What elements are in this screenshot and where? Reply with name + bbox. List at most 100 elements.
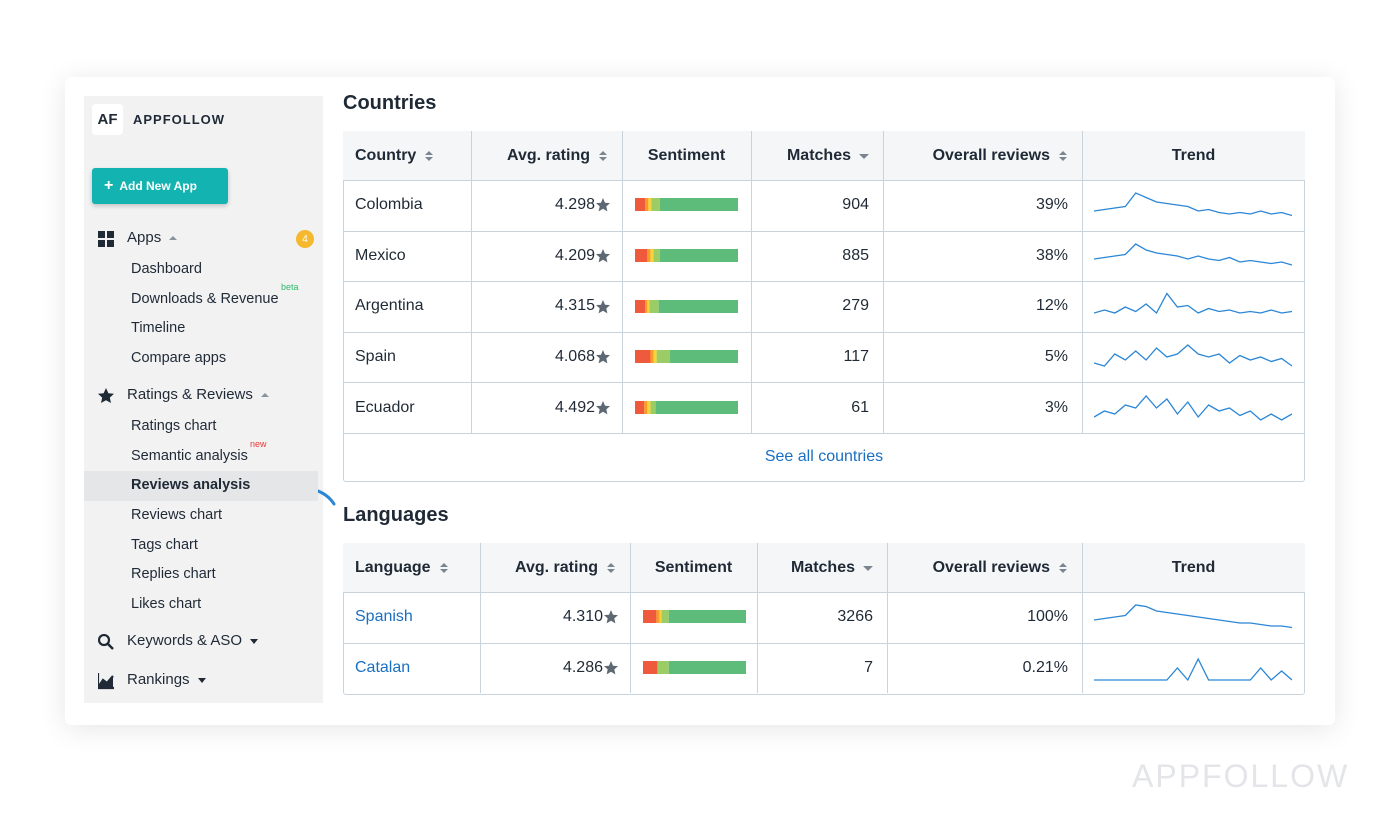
star [604,610,618,624]
star-icon [596,198,610,212]
cell-text: 3% [1044,398,1068,416]
sentiment-segment [644,400,648,414]
column-header[interactable]: Overall reviews [887,543,1082,592]
trend-line [1094,657,1292,682]
cell-text: Spain [355,348,396,366]
cell-text: 4.492 [554,398,595,416]
menu-item[interactable]: Reviews chart [131,507,223,523]
add-app-button[interactable]: + Add New App [92,168,228,204]
sentiment-segment [647,400,651,414]
sentiment-segment [659,610,662,624]
menu-item[interactable]: Downloads & Revenue [131,291,279,307]
cell-text[interactable]: Catalan [355,658,411,676]
cell-text[interactable]: Spanish [355,608,413,626]
star-icon [604,660,618,675]
icon-part [99,676,113,687]
section-label[interactable]: Apps [127,229,178,246]
cell-text: 61 [851,398,869,416]
trend-sparkline [1094,657,1292,682]
footer-link[interactable]: See all countries [764,447,884,465]
sentiment-bar [635,198,738,212]
sort-down [439,568,448,573]
cell-text: 4.298 [554,196,595,214]
trend-sparkline [1094,344,1292,367]
menu-item[interactable]: Dashboard [131,261,202,277]
table-header-bg [343,543,1305,592]
column-header[interactable]: Overall reviews [883,131,1082,180]
cell-text: 38% [1035,246,1068,264]
section-label[interactable]: Ratings & Reviews [127,386,269,403]
sentiment-segment [670,350,738,364]
menu-item[interactable]: Ratings chart [131,418,217,434]
sentiment-bar [635,248,738,262]
trend-sparkline [1094,243,1292,266]
sort-down [1059,568,1067,573]
menu-item[interactable]: Tags chart [131,537,198,553]
trend-sparkline [1094,604,1292,629]
trend-line [1094,243,1292,266]
column-header[interactable]: Matches [751,131,883,180]
column-divider [887,543,888,694]
section-label[interactable]: Keywords & ASO [127,632,259,649]
column-header[interactable]: Country [343,131,471,180]
section-icon [98,673,114,690]
watermark: APPFOLLOW [1132,758,1350,794]
column-header[interactable]: Language [343,543,480,592]
menu-item[interactable]: Compare apps [131,350,227,366]
column-divider [630,543,631,694]
trend-line [1094,291,1292,314]
table-body [343,180,1305,482]
sentiment-segment [668,610,746,624]
sentiment-segment [649,299,659,313]
header-label: Matches [790,558,855,576]
sort-up [607,562,615,567]
sort-icon [863,565,873,571]
trend-line [1094,394,1292,421]
star-icon [604,610,618,624]
header-label: Trend [1171,146,1216,164]
cell-text: 39% [1035,196,1068,214]
menu-item[interactable]: Reviews analysis [131,477,251,493]
star-icon [596,400,610,415]
caret [260,393,269,398]
menu-item[interactable]: Semantic analysis [131,448,248,464]
header-label: Trend [1171,558,1216,576]
menu-item[interactable]: Likes chart [131,596,202,612]
row-divider [343,281,1305,283]
icon-part [98,634,111,647]
cell-text: 4.209 [554,246,595,264]
cell-text: 4.286 [562,658,603,676]
sentiment-segment [656,350,671,364]
cell-text: 279 [842,297,869,315]
sentiment-segment [643,610,657,624]
trend-line [1094,604,1292,629]
column-header: Trend [1082,131,1305,180]
menu-item[interactable]: Replies chart [131,566,216,582]
sentiment-segment [635,350,651,364]
cell-text: 4.310 [562,608,603,626]
sentiment-segment [650,350,654,364]
star [596,198,610,212]
icon-part [107,240,114,247]
section-label[interactable]: Rankings [127,671,206,688]
star [604,660,618,675]
brand: APPFOLLOW [133,112,226,127]
header-label: Language [355,558,431,576]
trend-line [1094,344,1292,367]
column-header[interactable]: Avg. rating [480,543,630,592]
header-label: Sentiment [654,558,733,576]
caret [250,638,259,644]
sentiment-bar [635,350,738,364]
cell-text: 3266 [837,608,873,626]
trend-line [1094,192,1292,217]
column-header[interactable]: Avg. rating [471,131,622,180]
cell-text: 117 [843,348,869,366]
header-label: Country [355,146,417,164]
sort-icon [859,153,869,159]
menu-item[interactable]: Timeline [131,320,186,336]
column-header[interactable]: Matches [757,543,887,592]
section-title: Countries [343,92,437,114]
row-divider [343,433,1305,434]
sentiment-segment [645,299,648,313]
